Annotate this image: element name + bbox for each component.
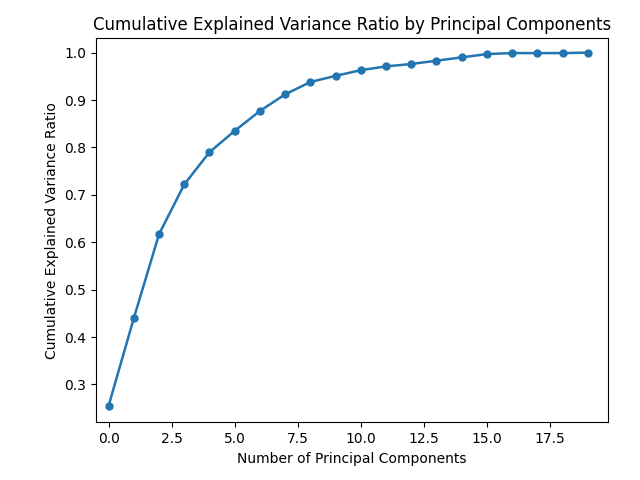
Y-axis label: Cumulative Explained Variance Ratio: Cumulative Explained Variance Ratio — [45, 102, 59, 359]
Title: Cumulative Explained Variance Ratio by Principal Components: Cumulative Explained Variance Ratio by P… — [93, 16, 611, 34]
X-axis label: Number of Principal Components: Number of Principal Components — [237, 452, 467, 466]
